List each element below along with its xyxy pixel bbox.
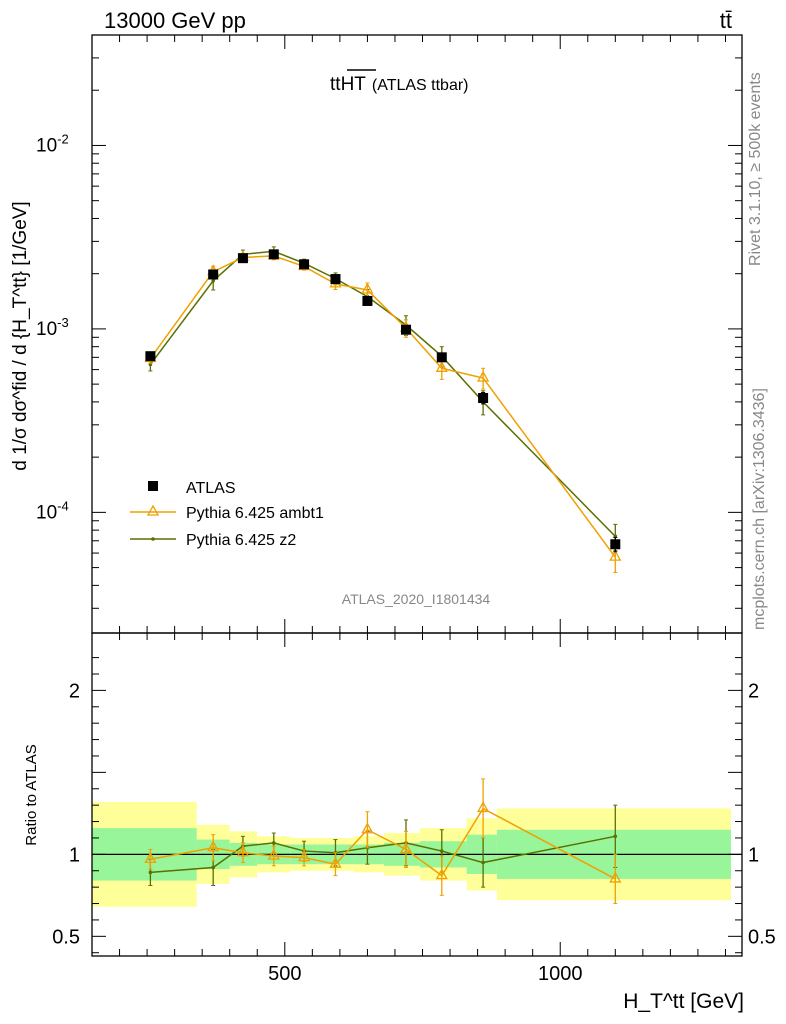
main-atlas-point [478, 393, 489, 404]
legend-label-atlas: ATLAS [186, 480, 236, 497]
ratio-ambt1-point [609, 871, 622, 883]
x-tick-label: 500 [268, 963, 301, 985]
ratio-ambt1-point [361, 822, 374, 834]
ratio-ambt1-point [329, 856, 342, 868]
legend-label-ambt1: Pythia 6.425 ambt1 [186, 505, 324, 522]
energy-label: 13000 GeV pp [104, 8, 246, 33]
x-tick-label: 1000 [538, 963, 583, 985]
rivet-label: Rivet 3.1.10, ≥ 500k events [747, 72, 764, 266]
ratio-y-tick-label-right: 1 [748, 844, 759, 866]
main-atlas-point [362, 295, 373, 306]
analysis-label: ATLAS_2020_I1801434 [342, 591, 491, 607]
ratio-ambt1-point [236, 845, 250, 857]
main-y-tick-label: 10-3 [36, 315, 69, 340]
main-atlas-point [400, 324, 411, 335]
main-atlas-point [330, 274, 341, 285]
ratio-ambt1-point [267, 848, 280, 860]
legend-marker-ambt1 [146, 504, 160, 516]
main-ambt1-point [476, 370, 490, 382]
ratio-z2-point [271, 841, 276, 845]
ratio-z2-point [481, 860, 485, 865]
ratio-z2-point [613, 834, 618, 839]
ratio-y-tick-label-right: 0.5 [748, 926, 776, 948]
main-atlas-point [610, 539, 621, 550]
plot-title-suffix: (ATLAS ttbar) [372, 77, 469, 94]
main-y-axis-label: d 1/σ dσ^fid / d {H_T^tt} [1/GeV] [10, 201, 31, 470]
plot-title-over: HT [341, 74, 367, 95]
legend-marker-z2 [151, 537, 155, 541]
ratio-y-tick-label-left: 2 [69, 680, 80, 702]
plot-title: ttHT (ATLAS ttbar) [330, 74, 469, 95]
plot-title-main: tt [330, 74, 341, 95]
process-label: tt̄ [720, 8, 732, 33]
main-atlas-point [237, 253, 248, 264]
main-panel: 10-2 10-3 10-4 [36, 34, 743, 634]
ratio-ambt1-point [435, 868, 448, 880]
main-y-tick-label: 10-4 [36, 498, 69, 523]
main-atlas-point [436, 352, 447, 363]
ratio-y-axis-label: Ratio to ATLAS [23, 744, 40, 845]
main-z2-point [211, 278, 215, 283]
legend-marker-atlas [148, 481, 158, 491]
main-ambt1-point [609, 549, 622, 561]
ratio-ambt1-point [207, 840, 220, 852]
ratio-ambt1-point [476, 801, 490, 813]
main-atlas-point [145, 351, 156, 362]
ratio-ambt1-point [297, 850, 311, 862]
main-ambt1-point [361, 282, 374, 294]
ratio-ambt1-point [399, 842, 413, 854]
ratio-z2-point [148, 870, 153, 875]
main-atlas-point [208, 269, 219, 280]
ratio-y-tick-label-left: 0.5 [52, 926, 80, 948]
ratio-panel: 2 2 1 1 0.5 0.5 500 1000 [52, 35, 776, 985]
legend: ATLAS Pythia 6.425 ambt1 Pythia 6.425 z2 [130, 480, 324, 549]
ratio-frame [91, 632, 743, 957]
ratio-z2-point [211, 865, 215, 870]
x-axis-label: H_T^tt [GeV] [623, 990, 744, 1013]
ratio-ambt1-point [144, 851, 157, 863]
main-ambt1-point [435, 360, 448, 372]
main-atlas-point [268, 249, 279, 260]
ratio-y-tick-label-right: 2 [748, 680, 759, 702]
mcplots-label: mcplots.cern.ch [arXiv:1306.3436] [751, 388, 768, 630]
legend-label-z2: Pythia 6.425 z2 [186, 532, 296, 549]
ratio-y-tick-label-left: 1 [69, 844, 80, 866]
main-y-tick-label: 10-2 [36, 131, 69, 156]
ratio-z2-point [439, 849, 444, 853]
main-atlas-point [299, 259, 310, 270]
